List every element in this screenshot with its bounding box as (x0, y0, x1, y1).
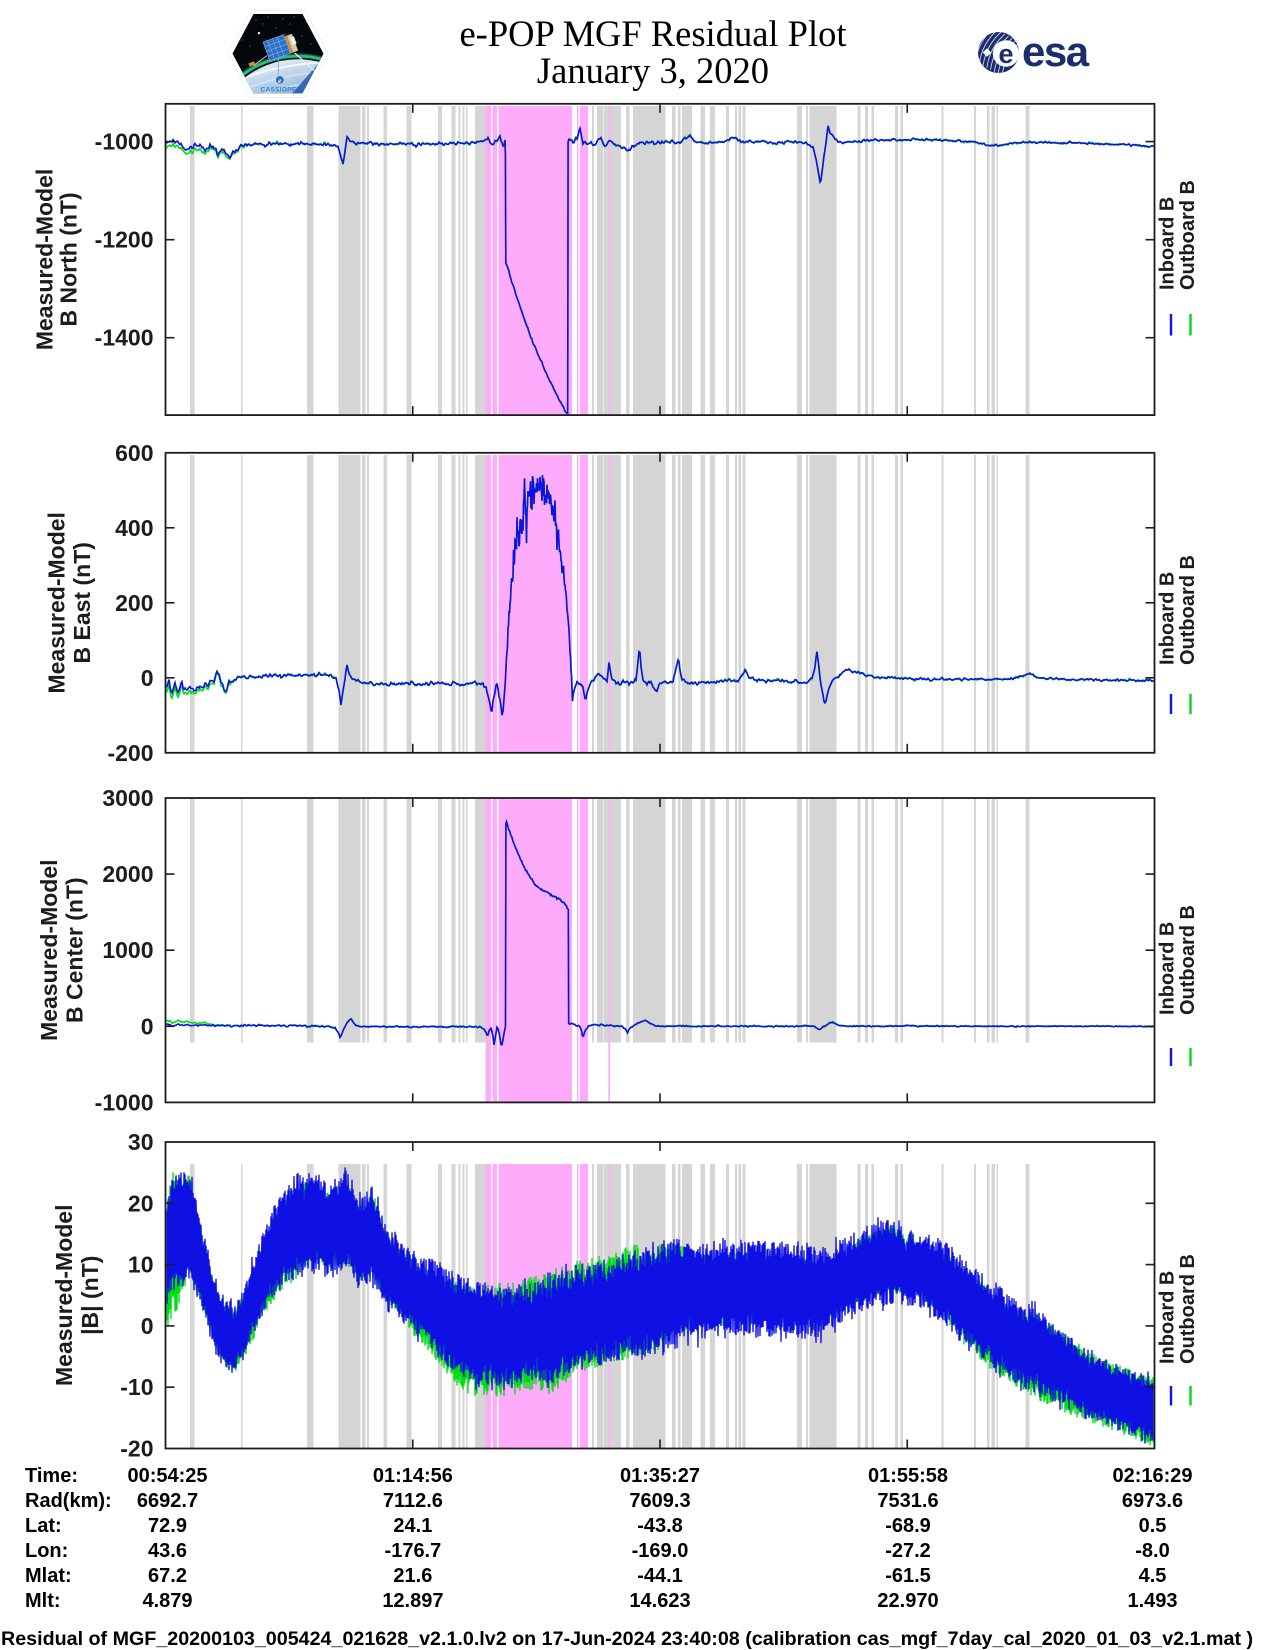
svg-text:7112.6: 7112.6 (383, 1490, 443, 1512)
svg-text:22.970: 22.970 (877, 1590, 938, 1612)
svg-text:Inboard B: Inboard B (1157, 1271, 1179, 1364)
svg-text:01:14:56: 01:14:56 (373, 1465, 453, 1487)
svg-text:Time:: Time: (25, 1465, 78, 1487)
svg-text:Outboard B: Outboard B (1177, 1254, 1199, 1364)
svg-text:Outboard B: Outboard B (1177, 180, 1199, 290)
svg-text:1.493: 1.493 (1127, 1590, 1177, 1612)
svg-text:Inboard B: Inboard B (1157, 922, 1179, 1015)
svg-text:2000: 2000 (102, 861, 153, 887)
svg-text:0: 0 (141, 1013, 154, 1039)
svg-text:02:16:29: 02:16:29 (1112, 1465, 1192, 1487)
svg-text:1000: 1000 (102, 937, 153, 963)
svg-text:0.5: 0.5 (1139, 1515, 1167, 1537)
svg-text:12.897: 12.897 (382, 1590, 443, 1612)
svg-text:Measured-Model: Measured-Model (44, 512, 70, 693)
svg-text:-10: -10 (120, 1374, 153, 1400)
svg-text:B Center (nT): B Center (nT) (62, 877, 88, 1023)
svg-text:4.5: 4.5 (1139, 1565, 1167, 1587)
svg-text:600: 600 (115, 440, 153, 466)
svg-text:21.6: 21.6 (393, 1565, 432, 1587)
svg-text:-176.7: -176.7 (385, 1540, 442, 1562)
svg-text:CASSIOPE: CASSIOPE (261, 87, 297, 94)
svg-text:B East (nT): B East (nT) (69, 542, 95, 663)
svg-text:Residual of MGF_20200103_00542: Residual of MGF_20200103_005424_021628_v… (1, 1628, 1253, 1650)
svg-text:01:35:27: 01:35:27 (620, 1465, 700, 1487)
svg-text:7609.3: 7609.3 (629, 1490, 690, 1512)
svg-text:400: 400 (115, 515, 153, 541)
svg-text:-44.1: -44.1 (637, 1565, 683, 1587)
svg-text:30: 30 (128, 1129, 154, 1155)
svg-text:-20: -20 (120, 1436, 153, 1462)
svg-text:20: 20 (128, 1190, 154, 1216)
svg-text:0: 0 (141, 1313, 154, 1339)
svg-text:6973.6: 6973.6 (1122, 1490, 1183, 1512)
svg-text:-61.5: -61.5 (885, 1565, 931, 1587)
svg-text:Rad(km):: Rad(km): (25, 1490, 112, 1512)
svg-text:24.1: 24.1 (393, 1515, 432, 1537)
svg-text:e: e (998, 39, 1013, 69)
svg-text:3000: 3000 (102, 785, 153, 811)
svg-text:e-POP MGF Residual Plot: e-POP MGF Residual Plot (459, 13, 846, 54)
svg-text:e: e (278, 76, 282, 85)
svg-text:-68.9: -68.9 (885, 1515, 931, 1537)
svg-text:43.6: 43.6 (148, 1540, 187, 1562)
svg-text:January 3, 2020: January 3, 2020 (537, 50, 769, 91)
svg-text:-1400: -1400 (95, 325, 154, 351)
svg-text:6692.7: 6692.7 (137, 1490, 198, 1512)
svg-text:Lon:: Lon: (25, 1540, 68, 1562)
svg-text:Outboard B: Outboard B (1177, 905, 1199, 1015)
svg-text:Measured-Model: Measured-Model (36, 859, 62, 1040)
svg-text:-43.8: -43.8 (637, 1515, 683, 1537)
svg-text:4.879: 4.879 (142, 1590, 192, 1612)
svg-text:200: 200 (115, 590, 153, 616)
svg-text:67.2: 67.2 (148, 1565, 187, 1587)
svg-text:01:55:58: 01:55:58 (868, 1465, 948, 1487)
svg-text:00:54:25: 00:54:25 (127, 1465, 207, 1487)
svg-text:-1000: -1000 (95, 1089, 154, 1115)
svg-text:-8.0: -8.0 (1135, 1540, 1169, 1562)
svg-text:7531.6: 7531.6 (877, 1490, 938, 1512)
svg-text:-200: -200 (107, 740, 153, 766)
svg-text:10: 10 (128, 1252, 154, 1278)
svg-text:-1200: -1200 (95, 227, 154, 253)
svg-text:Lat:: Lat: (25, 1515, 62, 1537)
svg-text:0: 0 (141, 665, 154, 691)
svg-text:Inboard B: Inboard B (1157, 572, 1179, 665)
svg-text:-27.2: -27.2 (885, 1540, 931, 1562)
svg-text:14.623: 14.623 (629, 1590, 690, 1612)
svg-text:Measured-Model: Measured-Model (32, 169, 58, 350)
svg-text:Inboard B: Inboard B (1157, 197, 1179, 290)
svg-text:|B| (nT): |B| (nT) (77, 1256, 103, 1335)
svg-text:Mlat:: Mlat: (25, 1565, 72, 1587)
svg-text:B North (nT): B North (nT) (56, 192, 82, 326)
svg-text:Outboard B: Outboard B (1177, 555, 1199, 665)
svg-text:-169.0: -169.0 (632, 1540, 689, 1562)
svg-text:-1000: -1000 (95, 129, 154, 155)
svg-text:Mlt:: Mlt: (25, 1590, 61, 1612)
svg-text:72.9: 72.9 (148, 1515, 187, 1537)
svg-text:esa: esa (1022, 28, 1090, 75)
svg-text:Measured-Model: Measured-Model (51, 1205, 77, 1386)
